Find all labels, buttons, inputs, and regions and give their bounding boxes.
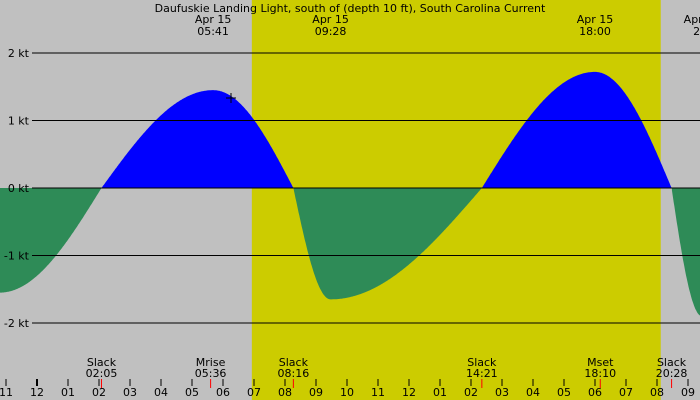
y-tick-label: 0 kt: [8, 182, 30, 195]
event-time-label: 18:10: [584, 367, 616, 380]
extreme-time-label: 18:00: [579, 25, 611, 38]
y-tick-label: -1 kt: [4, 250, 30, 263]
crosshair-icon: [226, 93, 236, 103]
hour-tick-label: 08: [278, 386, 292, 399]
hour-tick-label: 04: [154, 386, 168, 399]
y-tick-label: 2 kt: [8, 47, 30, 60]
hour-tick-label: 08: [650, 386, 664, 399]
hour-tick-label: 05: [185, 386, 199, 399]
hour-tick-label: 12: [30, 386, 44, 399]
flood-area-1: [102, 90, 294, 188]
hour-tick-label: 05: [557, 386, 571, 399]
event-name-label: Mset: [587, 356, 614, 369]
chart-title: Daufuskie Landing Light, south of (depth…: [155, 2, 546, 15]
extreme-date-label: Apr 15: [195, 13, 232, 26]
ebb-area-2: [293, 188, 483, 300]
event-time-label: 08:16: [278, 367, 310, 380]
hour-tick-label: 01: [61, 386, 75, 399]
hour-tick-label: 01: [433, 386, 447, 399]
hour-tick-label: 10: [340, 386, 354, 399]
hour-tick-label: 11: [0, 386, 13, 399]
y-tick-label: -2 kt: [4, 317, 30, 330]
event-name-label: Slack: [467, 356, 497, 369]
hour-tick-label: 06: [588, 386, 602, 399]
event-name-label: Slack: [87, 356, 117, 369]
ebb-area-0: [0, 188, 103, 293]
hour-tick-label: 03: [123, 386, 137, 399]
hour-tick-label: 09: [309, 386, 323, 399]
extreme-date-label: Apr 15: [577, 13, 614, 26]
hour-tick-label: 03: [495, 386, 509, 399]
event-name-label: Slack: [279, 356, 309, 369]
hour-tick-label: 11: [371, 386, 385, 399]
event-name-label: Mrise: [196, 356, 226, 369]
ebb-area-4: [671, 188, 700, 316]
y-axis-labels: 2 kt 1 kt 0 kt -1 kt -2 kt: [4, 47, 30, 330]
hour-tick-label: 02: [464, 386, 478, 399]
hour-tick-label: 06: [216, 386, 230, 399]
event-time-label: 14:21: [466, 367, 498, 380]
event-labels: Slack02:05Mrise05:36Slack08:16Slack14:21…: [86, 356, 688, 388]
gridlines: [32, 52, 700, 324]
event-name-label: Slack: [657, 356, 687, 369]
extreme-date-label: Apr 15: [312, 13, 349, 26]
event-time-label: 05:36: [195, 367, 227, 380]
hour-tick-label: 12: [402, 386, 416, 399]
extreme-time-label: 21:: [693, 25, 700, 38]
extreme-time-label: 05:41: [197, 25, 229, 38]
flood-area-3: [482, 71, 672, 188]
event-time-label: 20:28: [656, 367, 688, 380]
y-tick-label: 1 kt: [8, 115, 30, 128]
hour-tick-label: 02: [92, 386, 106, 399]
hour-axis: 11 12 01 02 03 04 05 06 07 08 09 10 11 12 01 02 03 04 05 06…: [0, 379, 695, 399]
hour-tick-label: 07: [247, 386, 261, 399]
hour-tick-label: 04: [526, 386, 540, 399]
extreme-date-label: Apr 15: [684, 13, 700, 26]
extreme-time-label: 09:28: [315, 25, 347, 38]
event-time-label: 02:05: [86, 367, 118, 380]
current-series: [0, 71, 700, 316]
hour-tick-label: 09: [681, 386, 695, 399]
hour-tick-label: 07: [619, 386, 633, 399]
